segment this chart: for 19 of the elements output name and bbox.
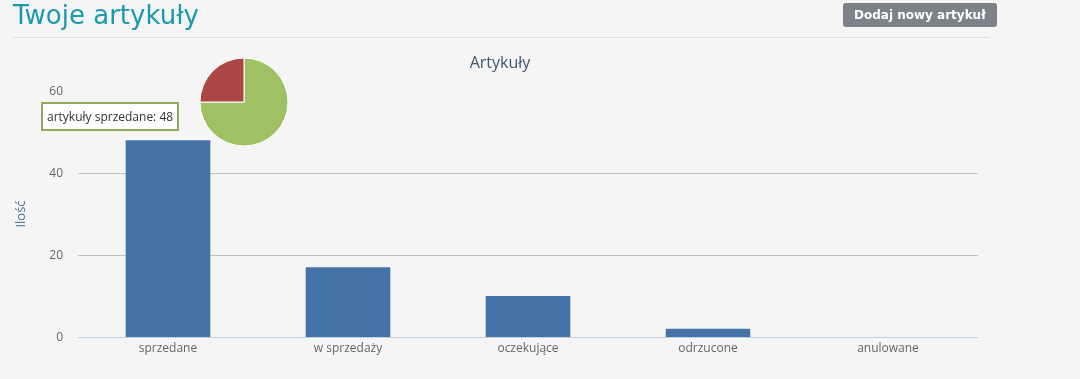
x-tick-label: oczekujące [497,339,559,357]
bar [125,140,211,337]
bar [485,296,571,337]
y-tick-label: 40 [49,164,64,182]
chart-subtitle: Artykuły [469,50,532,73]
x-tick-label: w sprzedaży [313,339,384,357]
x-tick-label: sprzedane [138,339,198,357]
x-tick-label: anulowane [857,339,920,357]
bar [665,328,751,337]
button: Dodaj nowy artykuł [843,3,997,27]
annotation: artykuły sprzedane: 48 [47,108,174,125]
x-tick-label: odrzucone [678,339,739,357]
pie-slice [200,58,288,146]
y-tick-label: 60 [49,82,64,100]
y-tick-label: 0 [56,328,64,346]
chart-title: Twoje artykuły [13,0,199,30]
y-axis-title: Ilość [11,200,30,228]
bar [305,267,391,337]
y-tick-label: 20 [49,246,64,264]
